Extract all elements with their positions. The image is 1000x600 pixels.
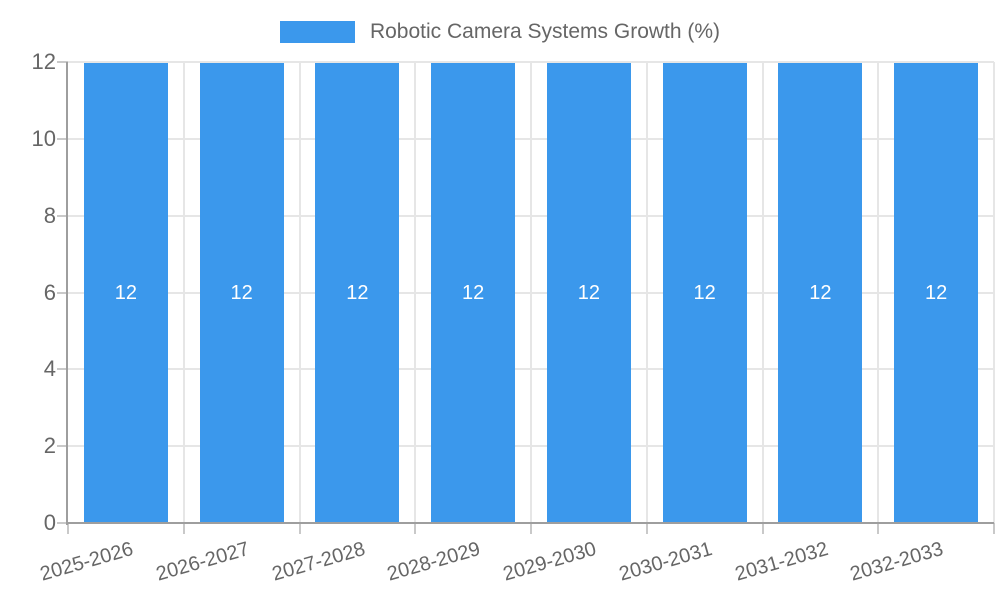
legend-swatch-icon <box>279 21 355 43</box>
y-axis-tick <box>57 214 68 217</box>
bar[interactable]: 12 <box>315 63 400 523</box>
y-axis-tick-label: 2 <box>43 433 56 459</box>
legend: Robotic Camera Systems Growth (%) <box>0 20 1000 44</box>
bar[interactable]: 12 <box>546 63 631 523</box>
bar[interactable]: 12 <box>894 63 979 523</box>
x-axis-line <box>66 522 994 524</box>
y-axis-tick <box>57 368 68 371</box>
bar[interactable]: 12 <box>778 63 863 523</box>
x-axis-tick-label: 2031-2032 <box>732 538 831 586</box>
bar-value-label: 12 <box>462 282 485 304</box>
bar[interactable]: 12 <box>662 63 747 523</box>
y-axis-tick-label: 4 <box>43 356 56 382</box>
y-axis-tick-label: 8 <box>43 202 56 228</box>
bar-value-label: 12 <box>114 282 137 304</box>
y-axis-tick <box>57 291 68 294</box>
x-axis-tick-label: 2025-2026 <box>37 538 136 586</box>
y-axis-tick <box>57 137 68 140</box>
bar-value-label: 12 <box>346 282 369 304</box>
legend-label: Robotic Camera Systems Growth (%) <box>369 20 721 43</box>
x-axis-tick <box>877 523 880 534</box>
gridline-vertical <box>761 62 764 523</box>
bar-value-label: 12 <box>693 282 716 304</box>
legend-item[interactable]: Robotic Camera Systems Growth (%) <box>279 20 721 44</box>
gridline-vertical <box>645 62 648 523</box>
x-axis-tick <box>645 523 648 534</box>
x-axis-tick <box>761 523 764 534</box>
bar-value-label: 12 <box>809 282 832 304</box>
bar[interactable]: 12 <box>199 63 284 523</box>
y-axis-tick-label: 12 <box>31 49 56 74</box>
y-axis-tick <box>57 522 68 524</box>
x-axis-tick-label: 2026-2027 <box>153 538 252 586</box>
x-axis-tick <box>993 523 995 534</box>
gridline-vertical <box>877 62 880 523</box>
bar[interactable]: 12 <box>83 63 168 523</box>
x-axis-tick-label: 2032-2033 <box>848 538 947 586</box>
y-axis-tick-label: 0 <box>43 510 56 535</box>
x-axis-tick-label: 2027-2028 <box>269 538 368 586</box>
gridline-vertical <box>182 62 185 523</box>
x-axis-tick-label: 2029-2030 <box>500 538 599 586</box>
gridline-vertical <box>530 62 532 523</box>
gridline-vertical <box>414 62 417 523</box>
x-axis-tick <box>67 523 69 534</box>
x-axis-tick-label: 2028-2029 <box>385 538 484 586</box>
x-axis-tick-label: 2030-2031 <box>616 538 715 586</box>
y-axis-tick-label: 10 <box>31 125 56 151</box>
y-axis-tick <box>57 445 68 448</box>
y-axis-line <box>66 62 68 525</box>
bar-value-label: 12 <box>925 282 948 304</box>
gridline-vertical <box>298 62 301 523</box>
x-axis-tick <box>530 523 532 534</box>
bar[interactable]: 12 <box>431 63 516 523</box>
x-axis-tick <box>182 523 185 534</box>
x-axis-tick <box>298 523 301 534</box>
y-axis-tick <box>57 61 68 63</box>
x-axis-tick <box>414 523 417 534</box>
y-axis-tick-label: 6 <box>43 279 56 305</box>
bar-value-label: 12 <box>230 282 253 304</box>
gridline-vertical <box>993 62 995 523</box>
bar-value-label: 12 <box>577 282 600 304</box>
